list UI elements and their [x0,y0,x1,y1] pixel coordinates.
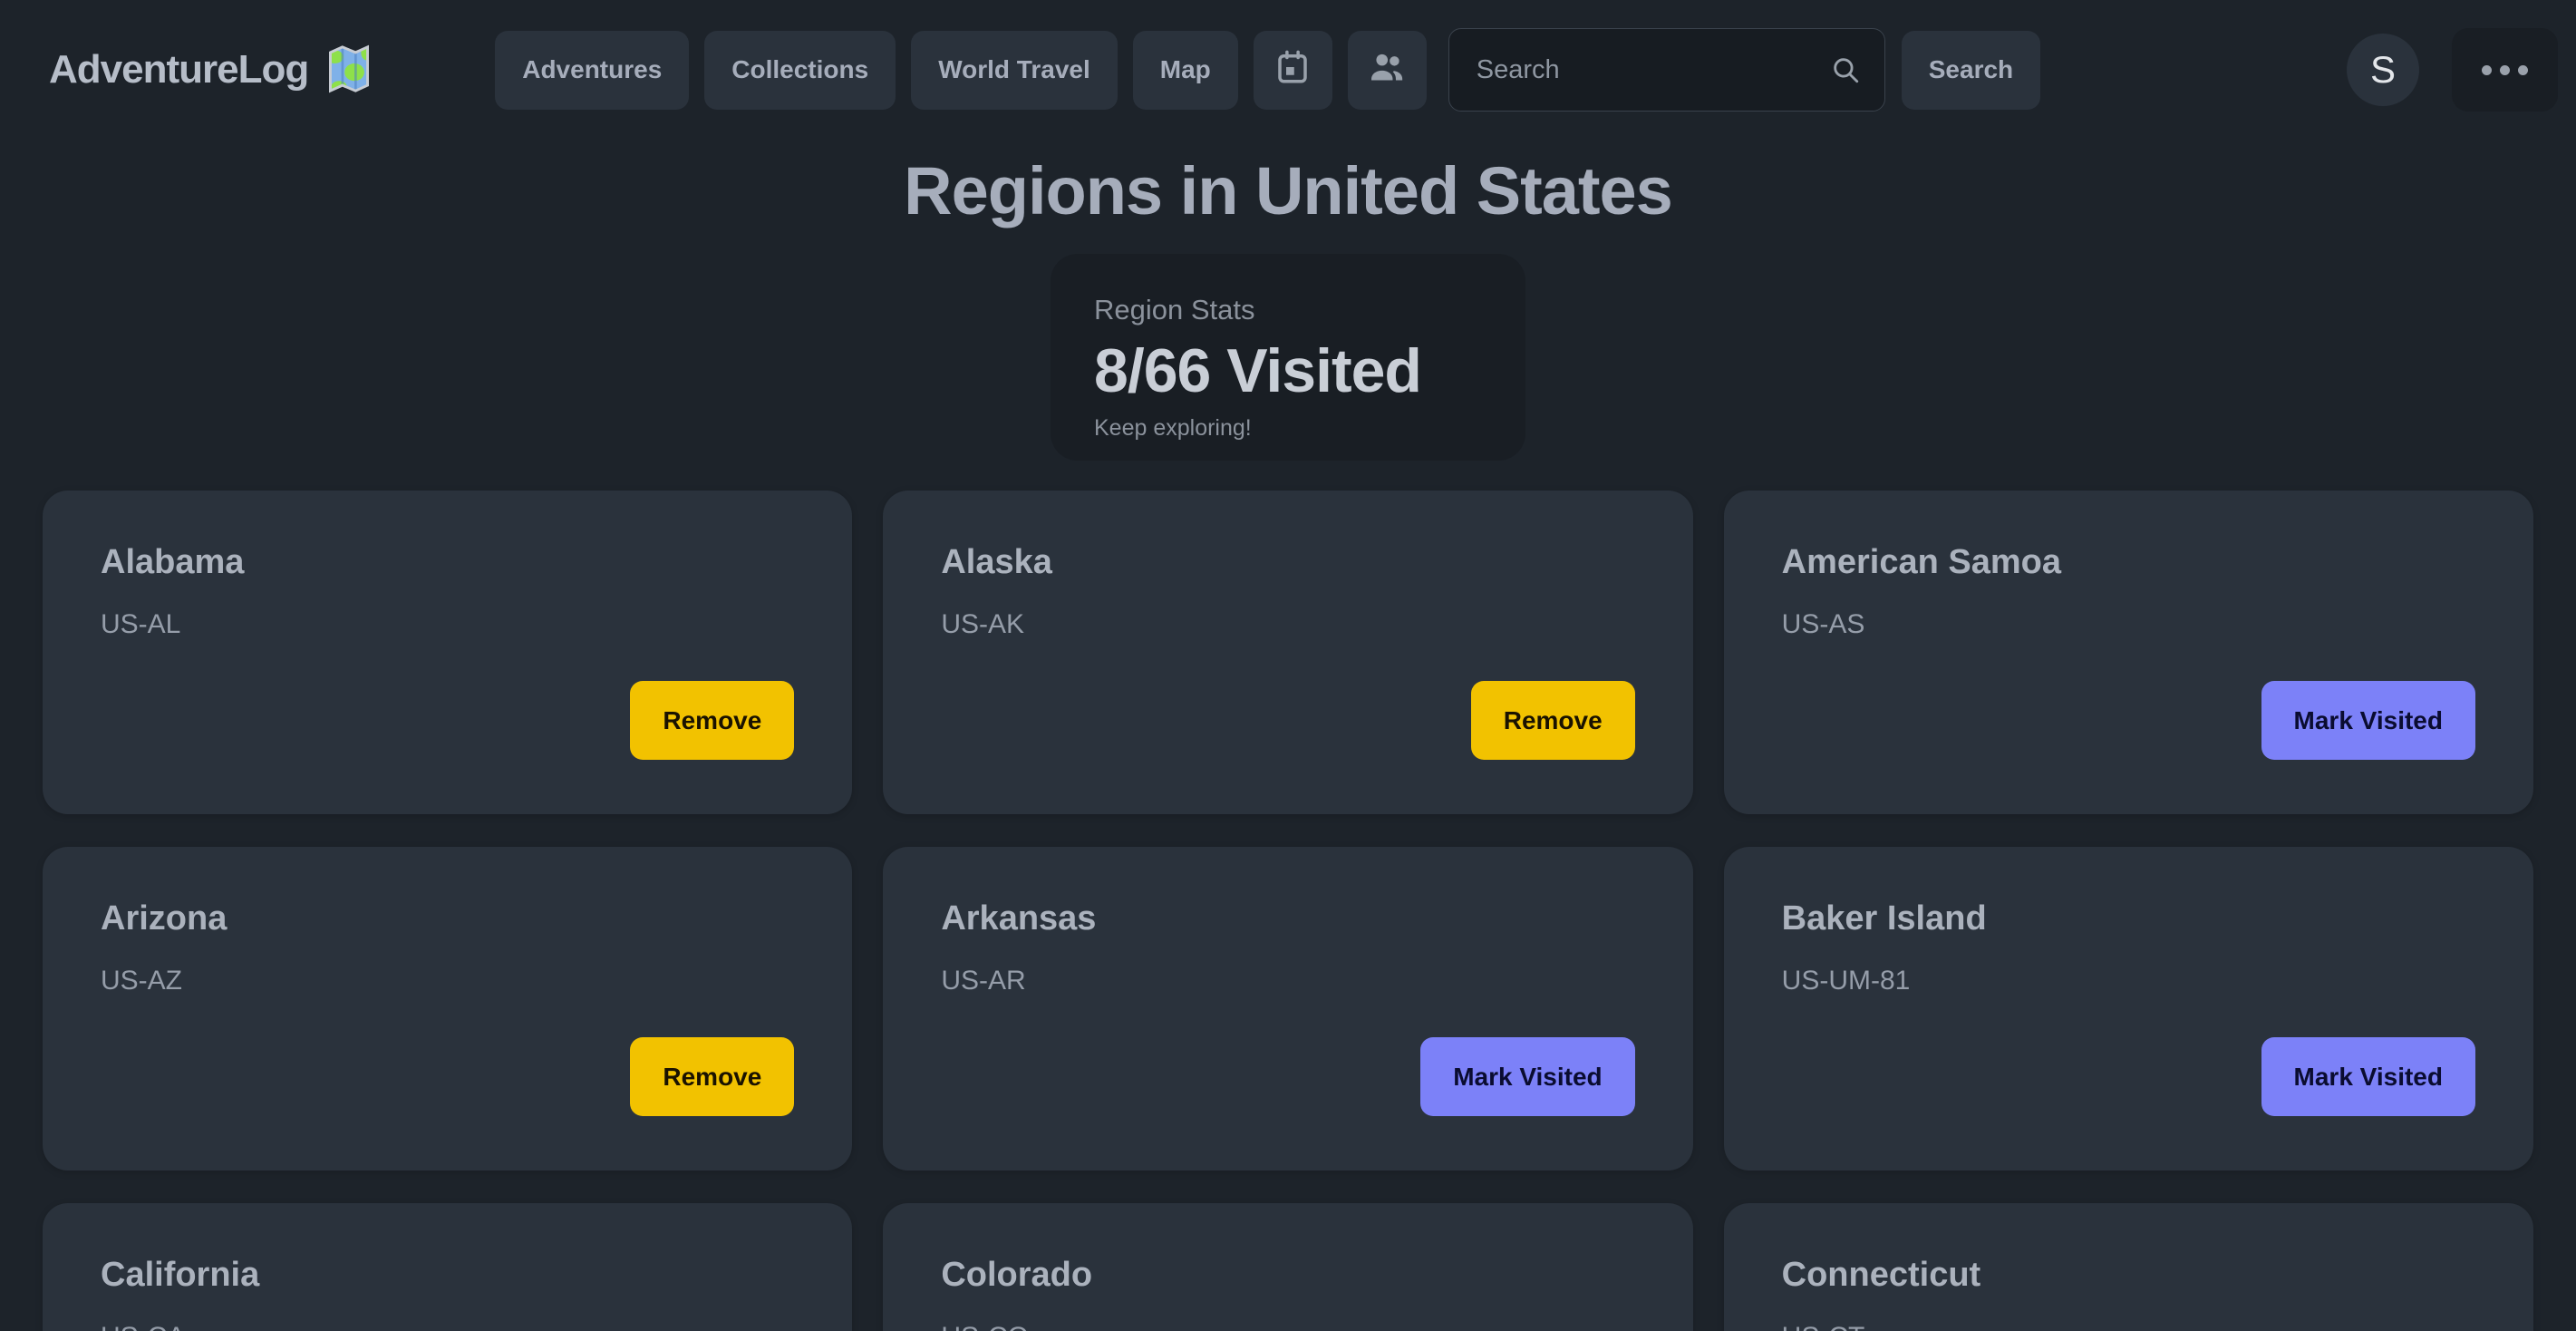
region-stats-card: Region Stats 8/66 Visited Keep exploring… [1051,254,1525,461]
search-box [1448,28,1885,112]
stats-value: 8/66 Visited [1094,336,1422,405]
card-actions: Mark Visited [941,1037,1635,1116]
more-options-button[interactable] [2452,28,2558,112]
calendar-button[interactable] [1253,30,1332,110]
card-actions: Remove [941,681,1635,760]
card-actions: Remove [101,681,795,760]
region-card: Alaska US-AK Remove [883,491,1693,814]
region-name: Arkansas [941,899,1097,938]
region-card: American Samoa US-AS Mark Visited [1723,491,2533,814]
region-code: US-AL [101,609,181,639]
region-code: US-CT [1782,1322,2475,1331]
region-card: Colorado US-CO [883,1203,1693,1331]
region-name: American Samoa [1781,543,2062,581]
region-card: Alabama US-AL Remove [43,491,853,814]
avatar-initial: S [2369,48,2396,91]
avatar[interactable]: S [2347,34,2419,106]
region-name: Alabama [101,543,245,581]
calendar-icon [1273,48,1312,92]
region-name: Connecticut [1781,1256,1981,1294]
users-button[interactable] [1347,30,1427,110]
region-card: Arizona US-AZ Remove [43,847,853,1171]
region-card: California US-CA [43,1203,853,1331]
nav-collections[interactable]: Collections [704,30,896,110]
region-name: Arizona [101,899,228,938]
card-actions: Remove [101,1037,795,1116]
region-mark-visited-button[interactable]: Mark Visited [2261,1037,2475,1116]
region-card: Arkansas US-AR Mark Visited [883,847,1693,1171]
region-code: US-AS [1781,609,1865,639]
region-code: US-AZ [101,966,182,996]
search-icon [1830,54,1861,85]
nav-world-travel[interactable]: World Travel [911,30,1118,110]
region-name: California [101,1256,260,1294]
main-content: Regions in United States Region Stats 8/… [0,152,2576,1331]
stats-desc: Keep exploring! [1094,415,1252,441]
card-actions: Mark Visited [1782,681,2475,760]
region-mark-visited-button[interactable]: Mark Visited [1420,1037,1635,1116]
region-code: US-AK [941,609,1025,639]
region-name: Alaska [941,543,1052,581]
brand-link[interactable]: AdventureLog [49,43,375,98]
brand-name: AdventureLog [49,47,309,92]
search-group: Search [1448,28,2041,112]
region-remove-button[interactable]: Remove [630,1037,795,1116]
region-code: US-UM-81 [1781,966,1911,996]
region-card: Baker Island US-UM-81 Mark Visited [1723,847,2533,1171]
card-actions: Mark Visited [1782,1037,2475,1116]
stats-label: Region Stats [1094,294,1255,325]
region-card: Connecticut US-CT [1723,1203,2533,1331]
map-logo-icon [323,43,375,98]
region-name: Baker Island [1781,899,1987,938]
region-mark-visited-button[interactable]: Mark Visited [2261,681,2475,760]
region-remove-button[interactable]: Remove [630,681,795,760]
region-remove-button[interactable]: Remove [1470,681,1635,760]
region-code: US-AR [941,966,1026,996]
navbar-right: S [2347,28,2558,112]
region-code: US-CO [941,1322,1634,1331]
ellipsis-icon [2482,64,2528,75]
nav-map[interactable]: Map [1132,30,1238,110]
page-title: Regions in United States [904,153,1673,228]
region-name: Colorado [941,1256,1093,1294]
region-code: US-CA [101,1322,794,1331]
search-input[interactable] [1448,54,1884,85]
search-button[interactable]: Search [1901,30,2041,110]
primary-nav: Adventures Collections World Travel Map [495,30,1427,110]
regions-grid: Alabama US-AL Remove Alaska US-AK Remove… [0,491,2576,1331]
users-icon [1368,48,1406,92]
navbar: AdventureLog Adventures Collections Worl… [0,0,2576,140]
nav-adventures[interactable]: Adventures [495,30,690,110]
